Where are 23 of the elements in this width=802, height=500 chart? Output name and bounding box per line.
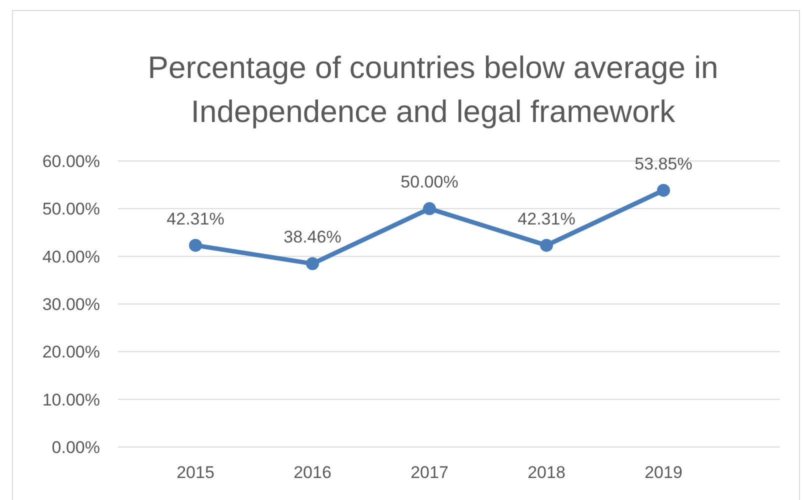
y-tick-label: 30.00% xyxy=(42,294,100,314)
x-tick-label: 2018 xyxy=(528,463,566,482)
chart-title: Percentage of countries below average in Independence and legal framework xyxy=(148,50,718,129)
y-tick-label: 60.00% xyxy=(42,152,100,171)
data-label: 42.31% xyxy=(518,209,576,228)
y-tick-label: 50.00% xyxy=(42,200,100,219)
y-tick-label: 0.00% xyxy=(52,438,100,457)
point xyxy=(540,238,553,252)
data-label: 50.00% xyxy=(400,172,458,192)
y-tick-label: 40.00% xyxy=(42,247,100,266)
x-tick-label: 2019 xyxy=(644,463,682,482)
point xyxy=(657,184,670,197)
y-tick-label: 20.00% xyxy=(42,342,100,362)
x-tick-label: 2016 xyxy=(294,463,332,482)
data-label: 38.46% xyxy=(284,228,342,247)
point xyxy=(189,238,202,252)
point xyxy=(423,202,436,216)
y-tick-label: 10.00% xyxy=(42,390,100,410)
x-tick-label: 2015 xyxy=(176,463,214,482)
data-label: 42.31% xyxy=(166,209,224,228)
point xyxy=(306,257,319,270)
x-tick-label: 2017 xyxy=(410,463,448,482)
data-label: 53.85% xyxy=(634,154,692,174)
